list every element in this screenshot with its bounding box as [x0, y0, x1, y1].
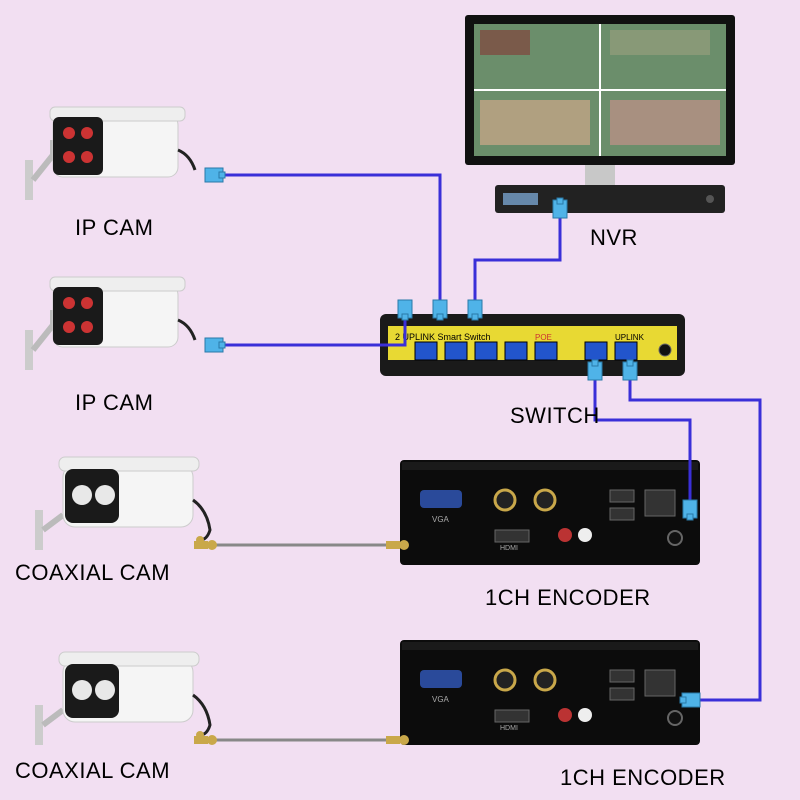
label-nvr: NVR	[590, 225, 638, 251]
encoder-2	[400, 640, 700, 755]
svg-text:UPLINK: UPLINK	[615, 333, 645, 342]
coaxial-cam-2	[35, 640, 220, 760]
label-ip-cam-2: IP CAM	[75, 390, 153, 416]
coaxial-cam-1	[35, 445, 220, 565]
label-encoder-2: 1CH ENCODER	[560, 765, 726, 791]
encoder-1	[400, 460, 700, 575]
ip-cam-2	[25, 265, 205, 385]
label-coax-cam-2: COAXIAL CAM	[15, 758, 170, 784]
network-switch: 2 UPLINK Smart Switch POE UPLINK	[380, 300, 685, 380]
label-ip-cam-1: IP CAM	[75, 215, 153, 241]
label-encoder-1: 1CH ENCODER	[485, 585, 651, 611]
label-switch: SWITCH	[510, 403, 600, 429]
label-coax-cam-1: COAXIAL CAM	[15, 560, 170, 586]
ip-cam-1	[25, 95, 205, 215]
svg-text:POE: POE	[535, 333, 552, 342]
monitor	[460, 10, 740, 210]
svg-text:2 UPLINK Smart Switch: 2 UPLINK Smart Switch	[395, 332, 491, 342]
nvr-box	[495, 185, 725, 219]
